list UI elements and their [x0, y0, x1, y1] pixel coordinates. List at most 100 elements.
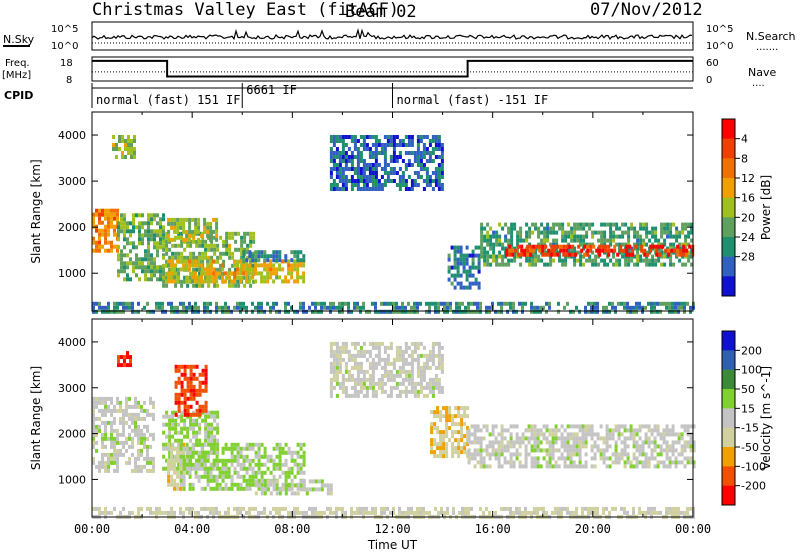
velocity-cell [457, 414, 461, 419]
power-cell [189, 243, 193, 248]
velocity-cell [503, 448, 507, 453]
velocity-cell [224, 442, 228, 447]
velocity-cell [674, 432, 678, 437]
power-cell [248, 267, 252, 272]
velocity-cell [146, 448, 149, 453]
velocity-cell [575, 440, 579, 445]
power-cell [593, 305, 596, 310]
power-cell [281, 267, 285, 272]
power-cell [95, 309, 98, 314]
power-cell [115, 143, 118, 147]
power-cell [585, 230, 589, 235]
power-cell [395, 171, 399, 175]
velocity-cell [110, 424, 113, 429]
velocity-cell [152, 464, 155, 469]
velocity-cell [272, 462, 276, 467]
power-cell [141, 225, 144, 230]
velocity-cell [143, 440, 146, 445]
power-cell [690, 222, 694, 227]
velocity-cell [533, 436, 537, 441]
velocity-cell [95, 448, 98, 453]
velocity-cell [134, 396, 137, 401]
velocity-cell [123, 355, 126, 360]
velocity-cell [445, 410, 449, 415]
power-cell [194, 279, 198, 284]
velocity-cell [566, 456, 570, 461]
velocity-cell [236, 482, 240, 487]
velocity-cell [566, 436, 570, 441]
power-cell [520, 248, 524, 253]
power-cell [119, 309, 122, 314]
velocity-cell [167, 446, 171, 451]
velocity-cell [278, 446, 282, 451]
velocity-cell [287, 470, 291, 475]
velocity-cell [545, 452, 549, 457]
power-cell [636, 262, 640, 267]
velocity-cell [134, 404, 137, 409]
velocity-cell [248, 478, 252, 483]
velocity-cell [647, 460, 651, 465]
power-cell [455, 305, 458, 310]
power-cell [201, 267, 205, 272]
velocity-cell [239, 450, 243, 455]
velocity-cell [545, 510, 548, 515]
power-cell [464, 309, 467, 314]
power-cell [266, 263, 270, 268]
power-cell [350, 135, 354, 139]
velocity-cell [329, 369, 333, 374]
velocity-cell [437, 377, 441, 382]
velocity-cell [284, 458, 288, 463]
power-cell [240, 247, 244, 252]
power-cell [122, 309, 125, 314]
power-cell [465, 253, 469, 258]
power-cell [147, 237, 150, 242]
velocity-cell [200, 462, 204, 467]
velocity-cell [189, 418, 193, 423]
power-cell [371, 187, 375, 191]
power-cell [582, 234, 586, 239]
velocity-cell [281, 450, 285, 455]
velocity-cell [359, 385, 363, 390]
power-cell [293, 259, 297, 264]
velocity-cell [137, 404, 140, 409]
velocity-cell [344, 389, 348, 394]
power-cell [533, 305, 536, 310]
power-cell [174, 251, 178, 256]
velocity-cell [260, 474, 264, 479]
power-cell [675, 230, 679, 235]
velocity-cell [314, 487, 318, 492]
power-cell [110, 248, 113, 253]
velocity-cell [116, 460, 119, 465]
power-cell [173, 237, 177, 242]
power-cell [645, 258, 649, 263]
power-cell [129, 277, 132, 282]
velocity-cell [413, 385, 417, 390]
velocity-cell [689, 440, 693, 445]
velocity-cell [192, 376, 196, 381]
power-cell [663, 242, 667, 247]
power-cell [456, 261, 460, 266]
power-cell [320, 301, 323, 306]
velocity-cell [104, 400, 107, 405]
velocity-cell [442, 414, 446, 419]
velocity-cell [192, 410, 196, 415]
power-region [112, 135, 136, 159]
power-cell [350, 179, 354, 183]
velocity-cell [290, 458, 294, 463]
power-cell [275, 271, 279, 276]
power-cell [92, 216, 95, 221]
velocity-cell [404, 389, 408, 394]
velocity-cell [479, 460, 483, 465]
velocity-cell [236, 446, 240, 451]
power-cell [543, 242, 547, 247]
velocity-cell [347, 373, 351, 378]
power-cell [389, 167, 393, 171]
power-cell [195, 255, 199, 260]
power-cell [477, 265, 481, 270]
power-cell [507, 238, 511, 243]
power-cell [98, 240, 101, 245]
velocity-cell [560, 506, 563, 511]
velocity-cell [189, 392, 193, 397]
velocity-cell [263, 470, 267, 475]
velocity-cell [168, 426, 172, 431]
